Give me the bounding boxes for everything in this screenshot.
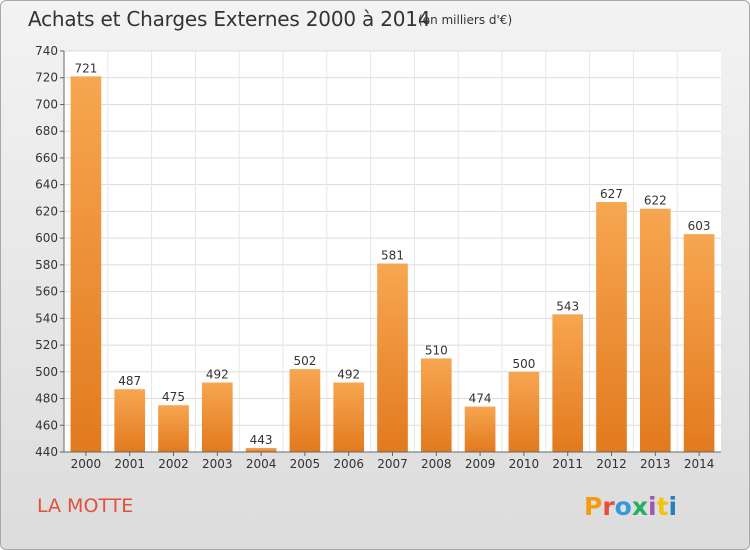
bar-value-label: 475 bbox=[162, 390, 185, 404]
y-tick-label: 740 bbox=[35, 44, 58, 58]
y-tick-label: 600 bbox=[35, 231, 58, 245]
y-tick-label: 640 bbox=[35, 178, 58, 192]
bar-value-label: 492 bbox=[206, 367, 229, 381]
bar-2013 bbox=[639, 208, 671, 452]
logo-letter: i bbox=[648, 492, 657, 521]
axes: 440 460 480 500 520 540 560 580 600 620 640 660 680 7… bbox=[35, 44, 721, 471]
chart-title: Achats et Charges Externes 2000 à 2014 bbox=[28, 7, 431, 31]
bar-value-label: 492 bbox=[337, 367, 360, 381]
y-tick-label: 580 bbox=[35, 258, 58, 272]
x-tick-label: 2000 bbox=[71, 457, 102, 471]
bar-2007 bbox=[377, 263, 408, 452]
y-tick-label: 660 bbox=[35, 151, 58, 165]
bar-value-label: 721 bbox=[74, 61, 97, 75]
x-tick-label: 2009 bbox=[465, 457, 496, 471]
bar-2009 bbox=[464, 406, 496, 452]
x-tick-label: 2008 bbox=[421, 457, 452, 471]
logo-letter: x bbox=[631, 492, 648, 521]
bar-2000 bbox=[70, 76, 102, 452]
bar-value-label: 543 bbox=[556, 299, 579, 313]
bar-2001 bbox=[114, 389, 146, 452]
bar-value-label: 443 bbox=[250, 433, 273, 447]
x-tick-label: 2011 bbox=[552, 457, 583, 471]
bar-2008 bbox=[420, 358, 452, 452]
proxiti-logo: Proxiti bbox=[584, 492, 677, 521]
x-tick-label: 2007 bbox=[377, 457, 408, 471]
bar-value-label: 502 bbox=[293, 354, 316, 368]
bar-value-label: 622 bbox=[644, 194, 667, 208]
bar-value-label: 487 bbox=[118, 374, 141, 388]
logo-letter: r bbox=[602, 492, 615, 521]
bars: 721 487 475 492 443 502 492 581 510 474 500 543 627 6… bbox=[70, 61, 715, 452]
x-tick-label: 2013 bbox=[640, 457, 671, 471]
bar-value-label: 510 bbox=[425, 343, 448, 357]
x-tick-label: 2006 bbox=[333, 457, 364, 471]
x-tick-label: 2004 bbox=[246, 457, 277, 471]
x-tick-label: 2003 bbox=[202, 457, 233, 471]
bar-2004 bbox=[245, 447, 277, 452]
x-tick-label: 2010 bbox=[509, 457, 540, 471]
location-label: LA MOTTE bbox=[37, 495, 134, 517]
bar-2012 bbox=[596, 202, 627, 452]
y-tick-label: 700 bbox=[35, 97, 58, 111]
logo-letter: o bbox=[614, 492, 632, 521]
chart-subtitle: (en milliers d'€) bbox=[418, 13, 513, 27]
bar-2003 bbox=[201, 382, 233, 452]
y-tick-label: 520 bbox=[35, 338, 58, 352]
bar-2010 bbox=[508, 371, 540, 452]
logo-letter: P bbox=[584, 492, 603, 521]
x-tick-label: 2002 bbox=[158, 457, 189, 471]
bar-2014 bbox=[683, 234, 715, 452]
x-tick-label: 2005 bbox=[290, 457, 321, 471]
bar-2011 bbox=[552, 314, 584, 452]
y-tick-label: 540 bbox=[35, 311, 58, 325]
bar-value-label: 603 bbox=[688, 219, 711, 233]
y-tick-label: 460 bbox=[35, 418, 58, 432]
bar-value-label: 474 bbox=[469, 392, 492, 406]
logo-letter: t bbox=[656, 492, 669, 521]
y-tick-label: 720 bbox=[35, 71, 58, 85]
bar-value-label: 627 bbox=[600, 187, 623, 201]
bar-value-label: 500 bbox=[512, 357, 535, 371]
x-tick-label: 2014 bbox=[684, 457, 715, 471]
y-tick-label: 560 bbox=[35, 285, 58, 299]
logo-letter: i bbox=[668, 492, 678, 521]
bar-2006 bbox=[333, 382, 365, 452]
y-tick-label: 620 bbox=[35, 204, 58, 218]
y-tick-label: 440 bbox=[35, 445, 58, 459]
x-tick-label: 2012 bbox=[596, 457, 627, 471]
bar-2005 bbox=[289, 369, 321, 452]
y-tick-label: 500 bbox=[35, 365, 58, 379]
y-tick-label: 680 bbox=[35, 124, 58, 138]
bar-value-label: 581 bbox=[381, 249, 404, 263]
bar-2002 bbox=[158, 405, 189, 452]
y-tick-label: 480 bbox=[35, 392, 58, 406]
x-tick-label: 2001 bbox=[114, 457, 145, 471]
